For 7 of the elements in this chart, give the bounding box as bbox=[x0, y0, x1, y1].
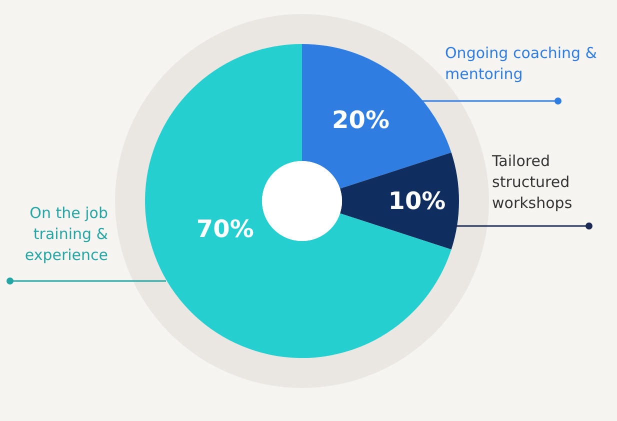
data-label: 70% bbox=[196, 214, 254, 243]
slice-label: On the job training & experience bbox=[24, 204, 108, 264]
data-label: 20% bbox=[332, 106, 390, 134]
slice-label: Tailored structured workshops bbox=[491, 152, 572, 212]
slice-label: Ongoing coaching & mentoring bbox=[445, 44, 598, 83]
data-label: 10% bbox=[388, 187, 446, 215]
donut-slice bbox=[340, 152, 459, 250]
